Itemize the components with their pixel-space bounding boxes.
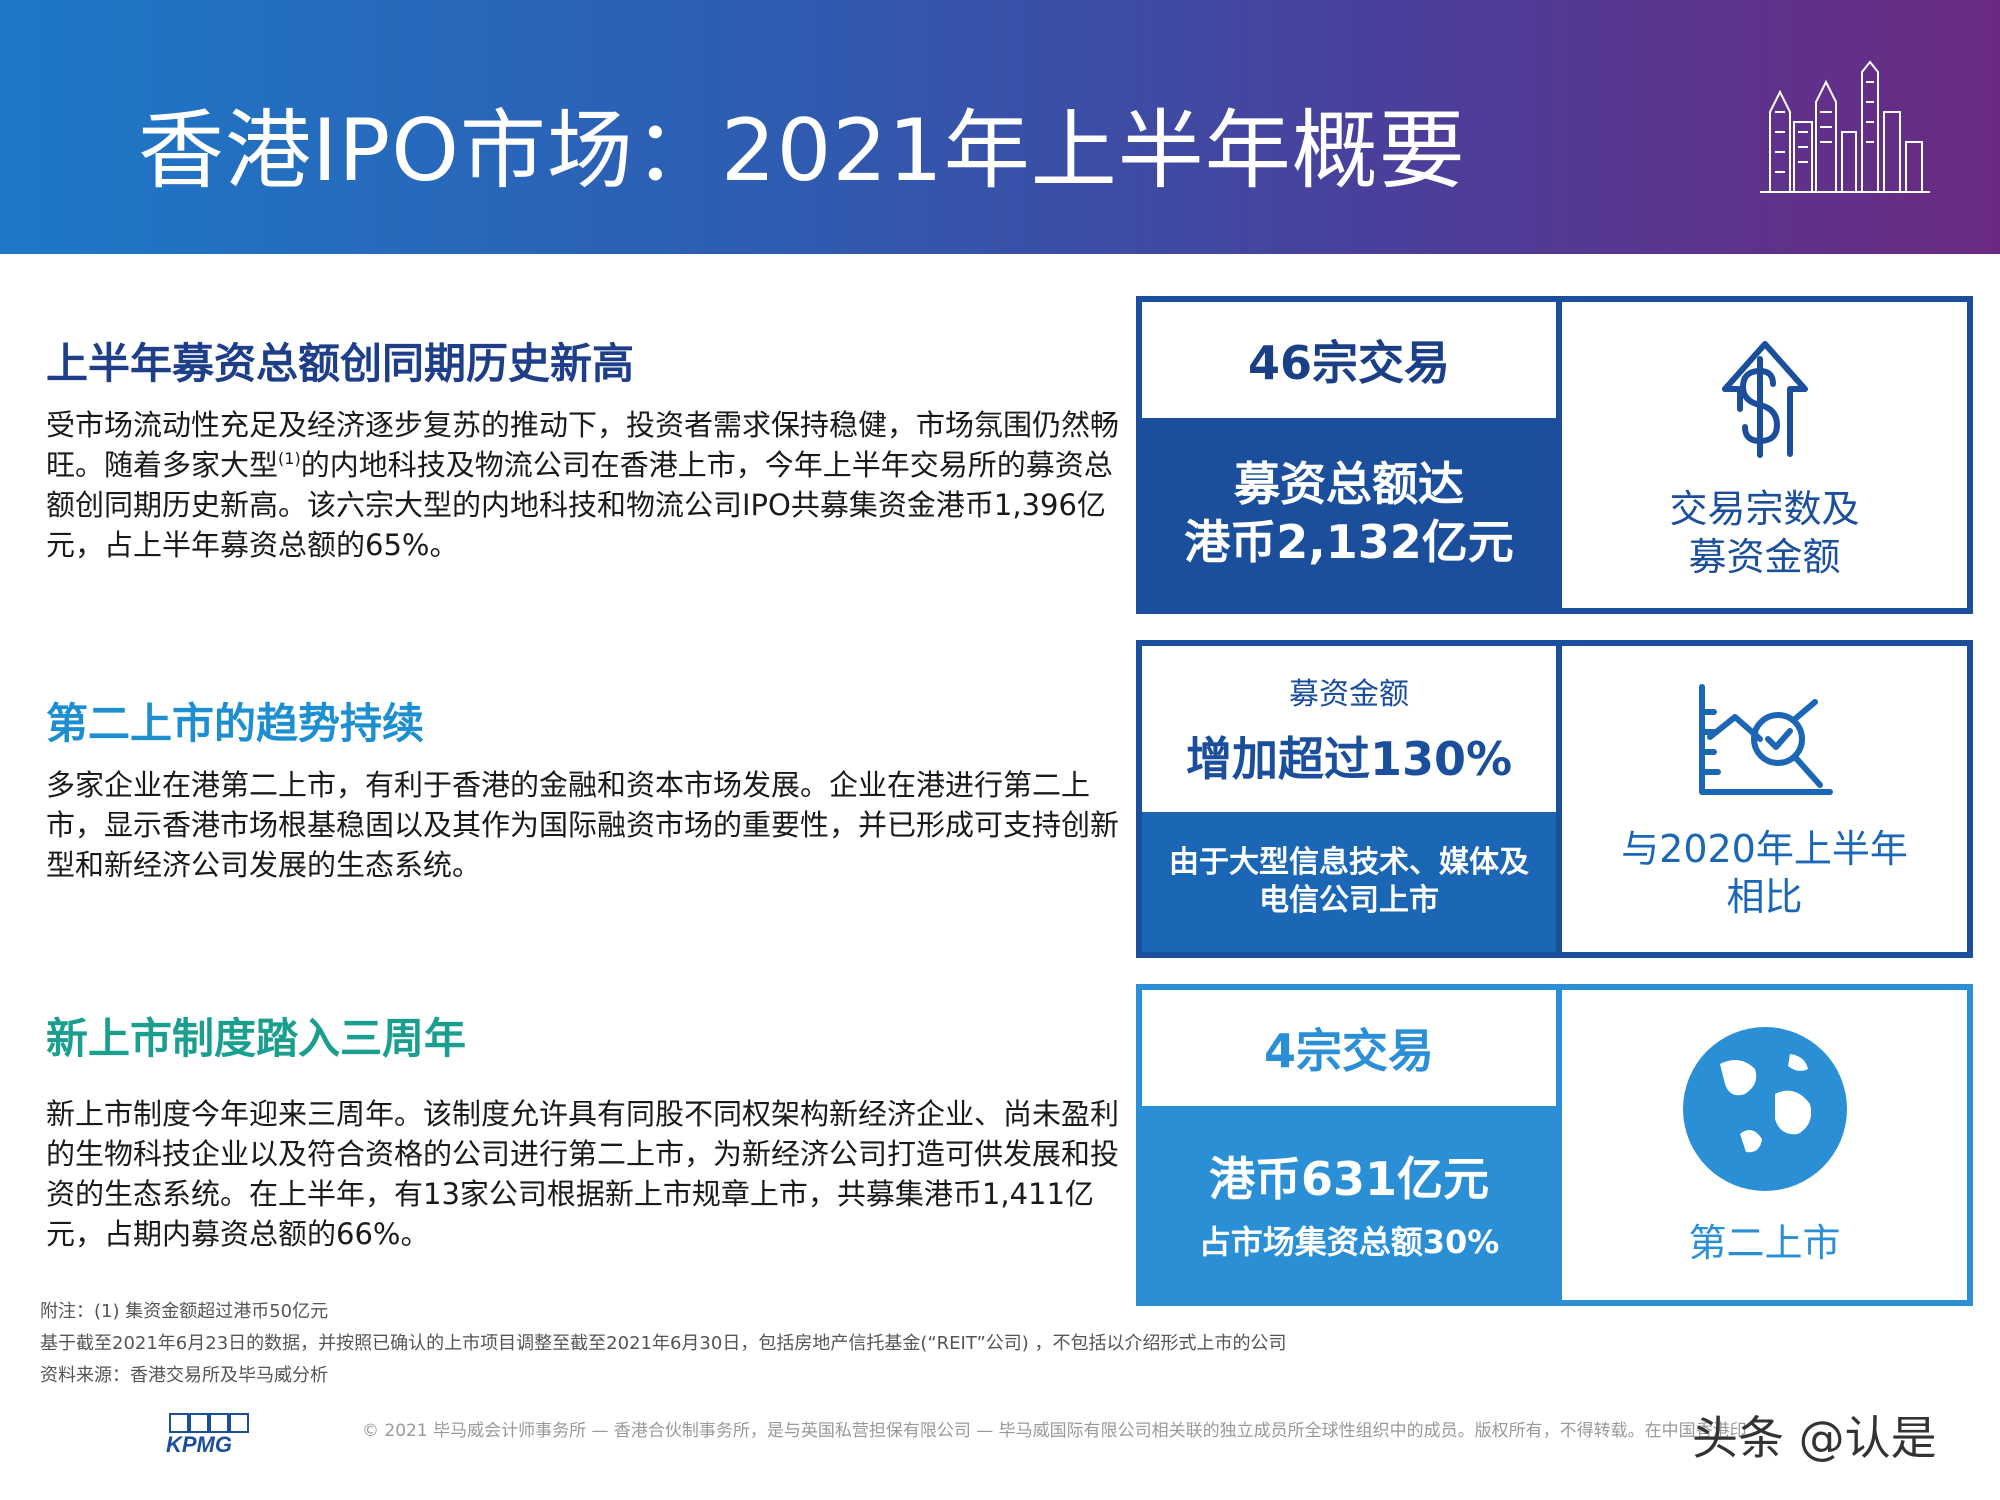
svg-text:KPMG: KPMG [166,1432,232,1456]
copyright-text: © 2021 毕马威会计师事务所 — 香港合伙制事务所，是与英国私营担保有限公司… [362,1421,1747,1441]
watermark-text: 头条 @认是 [1692,1411,1937,1465]
body-text: 受市场流动性充足及经济逐步复苏的推动下，投资者需求保持稳健，市场氛围仍然畅旺。随… [46,408,1120,482]
stat-card-deals-amount: 46宗交易 募资总额达 港币2,132亿元 交易宗数及 募资金额 [1136,296,1973,614]
card-bottom: 募资总额达 港币2,132亿元 [1142,418,1556,608]
section-heading: 第二上市的趋势持续 [46,699,425,748]
label-line: 与2020年上半年 [1621,827,1908,871]
chart-magnifier-icon [1698,684,1833,795]
kpmg-logo: KPMG [166,1413,249,1456]
section-record-fundraising: 上半年募资总额创同期历史新高 受市场流动性充足及经济逐步复苏的推动下，投资者需求… [46,330,1126,565]
card-top-label: 4宗交易 [1142,990,1556,1106]
label-line: 募资金额 [1688,535,1841,579]
section-new-listing-regime: 新上市制度踏入三周年 新上市制度今年迎来三周年。该制度允许具有同股不同权架构新经… [46,1005,1126,1254]
card-bottom-big: 港币631亿元 [1208,1152,1490,1206]
footnote-line: 资料来源：香港交易所及毕马威分析 [40,1365,328,1386]
card-bottom: 港币631亿元 占市场集资总额30% [1142,1106,1556,1300]
footnote-line: 附注：(1) 集资金额超过港币50亿元 [40,1301,329,1322]
section-heading: 新上市制度踏入三周年 [46,1014,467,1063]
card-top: 募资金额 增加超过130% [1142,646,1556,812]
card-bottom-small: 占市场集资总额30% [1198,1223,1500,1261]
label-line: 相比 [1726,875,1803,919]
section-body: 新上市制度今年迎来三周年。该制度允许具有同股不同权架构新经济企业、尚未盈利的生物… [46,1097,1120,1251]
card-bottom: 由于大型信息技术、媒体及 电信公司上市 [1142,812,1556,952]
page-title: 香港IPO市场：2021年上半年概要 [138,101,1466,201]
stat-card-growth: 募资金额 增加超过130% 由于大型信息技术、媒体及 电信公司上市 与2020年… [1136,640,1973,958]
footnote-marker: (1) [278,449,301,468]
card-top-big: 增加超过130% [1185,732,1513,786]
footnotes: 附注：(1) 集资金额超过港币50亿元 基于截至2021年6月23日的数据，并按… [40,1296,1440,1392]
card-bottom-line: 由于大型信息技术、媒体及 [1169,845,1529,880]
section-body: 受市场流动性充足及经济逐步复苏的推动下，投资者需求保持稳健，市场氛围仍然畅旺。随… [46,405,1126,565]
card-bottom-line: 募资总额达 [1234,457,1464,511]
section-body: 多家企业在港第二上市，有利于香港的金融和资本市场发展。企业在港进行第二上市，显示… [46,768,1120,882]
section-secondary-listing: 第二上市的趋势持续 多家企业在港第二上市，有利于香港的金融和资本市场发展。企业在… [46,690,1126,885]
card-top-label: 46宗交易 [1142,302,1556,418]
card-right-label: 交易宗数及 募资金额 [1669,485,1859,581]
dollar-up-arrow-icon [1721,341,1808,458]
card-top-small: 募资金额 [1289,677,1409,712]
skyline-icon [1760,60,1930,193]
stat-card-secondary-listing: 4宗交易 港币631亿元 占市场集资总额30% 第二上市 [1136,984,1973,1306]
card-right-label: 与2020年上半年 相比 [1621,825,1908,921]
label-line: 交易宗数及 [1669,487,1860,531]
card-right-label: 第二上市 [1688,1220,1841,1265]
section-heading: 上半年募资总额创同期历史新高 [46,339,635,388]
card-bottom-line: 港币2,132亿元 [1184,515,1514,569]
globe-icon [1682,1026,1847,1191]
body-text: 的内地科技及物流公司在香港上市，今年上半年交易所的募资总额创同期历史新高。该六宗… [46,448,1113,562]
footnote-line: 基于截至2021年6月23日的数据，并按照已确认的上市项目调整至截至2021年6… [40,1333,1287,1354]
card-bottom-line: 电信公司上市 [1259,883,1439,918]
header-banner: 香港IPO市场：2021年上半年概要 [0,0,2000,254]
